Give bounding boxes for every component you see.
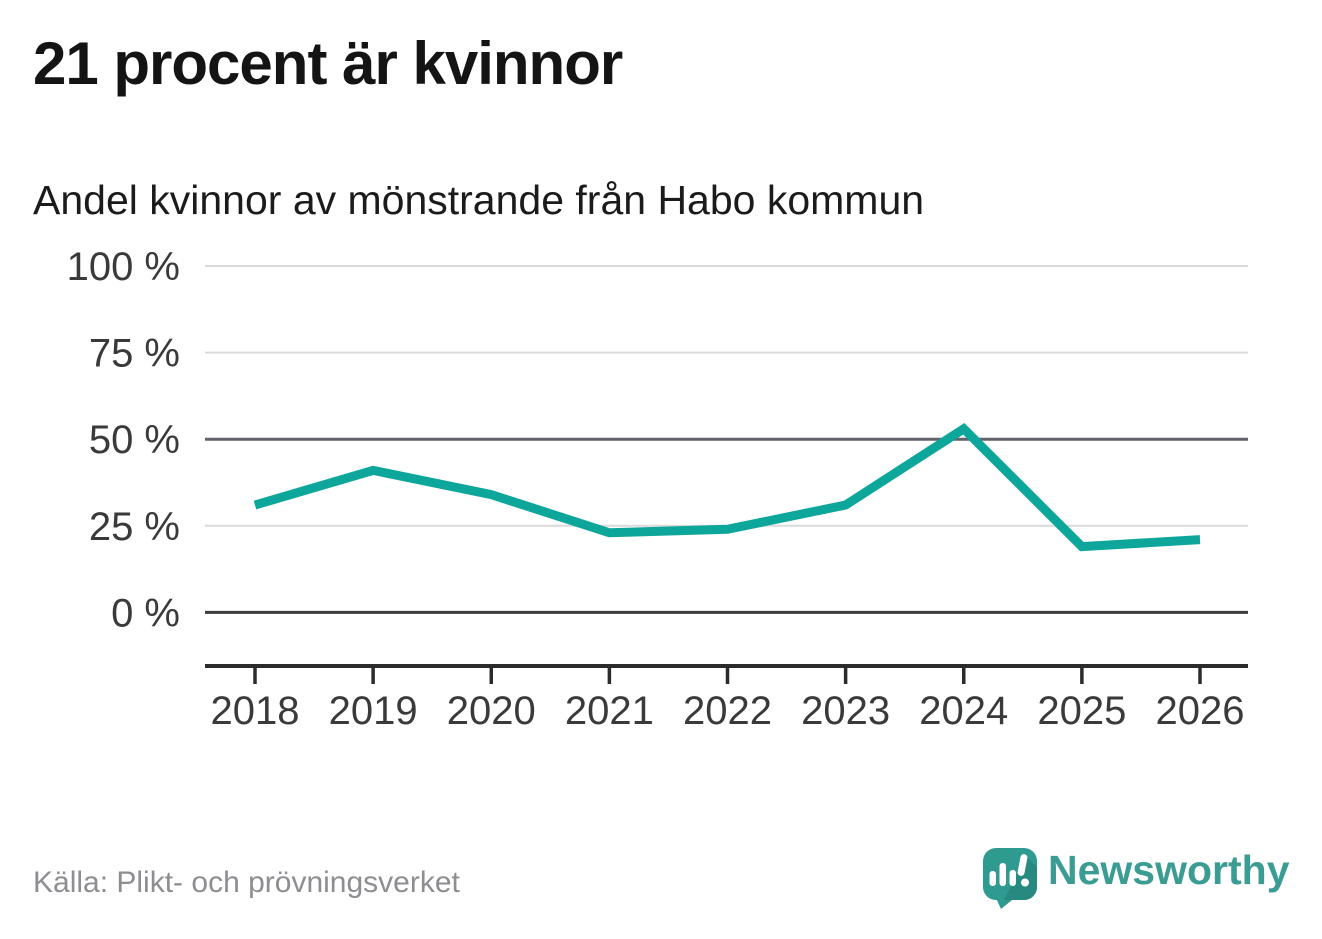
series-line (253, 423, 1201, 552)
logo-bar-chart (989, 854, 1029, 887)
y-axis-label: 0 % (111, 591, 180, 635)
logo-shadow (1004, 856, 1037, 900)
x-axis-label: 2023 (801, 689, 890, 733)
x-axis-label: 2024 (919, 689, 1008, 733)
x-axis-label: 2022 (683, 689, 772, 733)
x-axis-label: 2026 (1156, 689, 1245, 733)
x-axis-label: 2019 (329, 689, 418, 733)
x-axis-label: 2018 (211, 689, 300, 733)
brand-block: Newsworthy (975, 840, 1305, 920)
y-axis-label: 50 % (89, 418, 180, 462)
x-axis-label: 2025 (1037, 689, 1126, 733)
x-axis-label: 2020 (447, 689, 536, 733)
source-note: Källa: Plikt- och prövningsverket (33, 866, 460, 899)
newsworthy-logo-icon (983, 848, 1037, 909)
brand-wordmark: Newsworthy (1048, 847, 1290, 893)
chart-subtitle: Andel kvinnor av mönstrande från Habo ko… (33, 177, 925, 223)
x-axis-label: 2021 (565, 689, 654, 733)
y-axis-label: 75 % (89, 332, 180, 376)
y-axis-label: 100 % (67, 245, 180, 289)
page-title: 21 procent är kvinnor (33, 30, 623, 97)
y-axis-label: 25 % (89, 505, 180, 549)
